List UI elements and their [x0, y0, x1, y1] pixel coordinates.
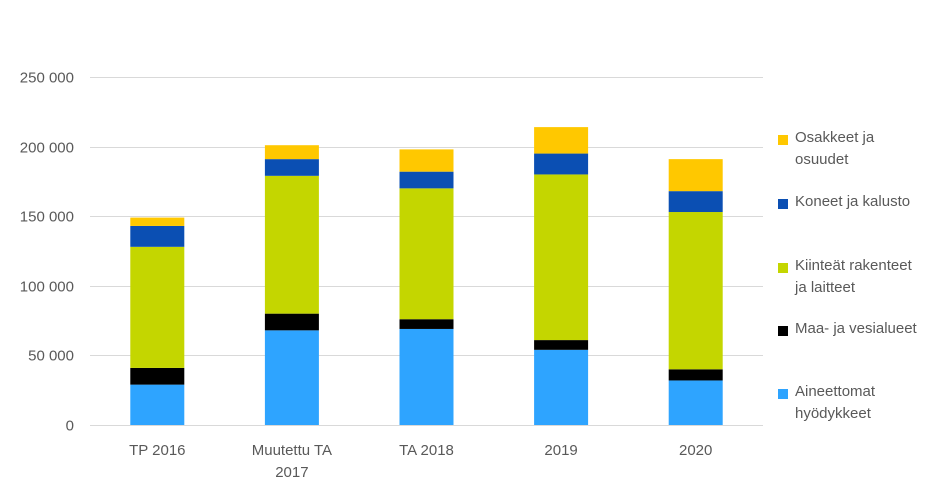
y-tick-label: 0 [66, 418, 74, 435]
bar-segment [130, 217, 185, 226]
bar-segment [264, 330, 319, 425]
x-axis: TP 2016 Muutettu TA 2017 TA 2018 2019 2020 [129, 442, 712, 481]
bar-segment [130, 246, 185, 368]
bar-segment [668, 369, 723, 381]
bar-segment [668, 380, 723, 425]
legend-item-osakkeet: Osakkeet ja osuudet [778, 129, 874, 171]
bar-segment [264, 313, 319, 331]
y-tick-label: 100 000 [20, 279, 74, 296]
bar-segment [399, 171, 454, 189]
x-tick-label: 2017 [275, 464, 308, 481]
legend-swatch [778, 263, 788, 273]
x-tick-label: TA 2018 [399, 442, 454, 459]
legend-label: Maa- ja vesialueet [795, 320, 917, 337]
legend-item-aineettomat: Aineettomat hyödykkeet [778, 383, 875, 425]
bar-segment [668, 212, 723, 370]
legend-item-koneet: Koneet ja kalusto [778, 193, 910, 213]
x-tick-label: 2019 [544, 442, 577, 459]
y-tick-label: 200 000 [20, 140, 74, 157]
legend-item-maa: Maa- ja vesialueet [778, 320, 917, 340]
bar-segment [668, 159, 723, 192]
bar-segment [264, 175, 319, 314]
bar-segment [534, 127, 589, 154]
bar-segment [534, 349, 589, 425]
bar-segment [264, 145, 319, 160]
legend-swatch [778, 326, 788, 336]
bar-segment [399, 328, 454, 425]
y-axis: 0 50 000 100 000 150 000 200 000 250 000 [20, 70, 74, 435]
bar-segment [130, 367, 185, 385]
legend-item-kiinteat: Kiinteät rakenteet ja laitteet [778, 257, 912, 299]
bar-segment [264, 159, 319, 176]
bar-segment [399, 149, 454, 172]
bar-segment [399, 188, 454, 320]
legend-label: Koneet ja kalusto [795, 193, 911, 210]
bar-segment [668, 191, 723, 213]
bars [130, 127, 723, 425]
legend-swatch [778, 389, 788, 399]
y-tick-label: 50 000 [28, 348, 74, 365]
bar-segment [130, 384, 185, 425]
legend-label: Aineettomat hyödykkeet [795, 383, 876, 422]
y-tick-label: 150 000 [20, 209, 74, 226]
legend-label: Kiinteät rakenteet ja laitteet [795, 257, 912, 296]
legend-swatch [778, 199, 788, 209]
x-tick-label: Muutettu TA [252, 442, 332, 459]
x-tick-label: 2020 [679, 442, 712, 459]
bar-segment [399, 319, 454, 329]
legend-swatch [778, 135, 788, 145]
y-tick-label: 250 000 [20, 70, 74, 87]
bar-segment [130, 225, 185, 247]
legend-label: Osakkeet ja osuudet [795, 129, 875, 168]
x-tick-label: TP 2016 [129, 442, 185, 459]
bar-segment [534, 340, 589, 350]
bar-segment [534, 153, 589, 175]
bar-segment [534, 174, 589, 341]
